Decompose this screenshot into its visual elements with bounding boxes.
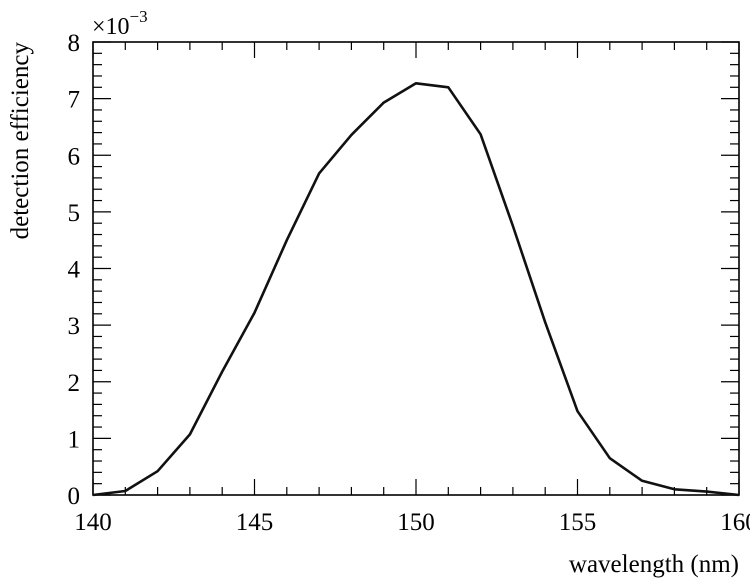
x-tick-label: 145 xyxy=(236,509,274,536)
x-tick-label: 140 xyxy=(74,509,112,536)
y-axis-title: detection efficiency xyxy=(7,42,34,240)
y-tick-label: 8 xyxy=(68,30,81,57)
x-tick-label: 150 xyxy=(397,509,435,536)
y-tick-label: 2 xyxy=(68,370,81,397)
x-tick-label: 160 xyxy=(720,509,750,536)
y-tick-label: 5 xyxy=(68,200,81,227)
x-axis-title: wavelength (nm) xyxy=(569,551,739,578)
series-layer xyxy=(92,82,740,497)
plot-frame xyxy=(92,41,740,496)
efficiency-series-line xyxy=(92,82,740,497)
y-tick-label: 4 xyxy=(68,257,81,284)
axis-ticks xyxy=(92,41,740,496)
y-tick-label: 7 xyxy=(68,87,81,114)
y-tick-label: 3 xyxy=(68,313,81,340)
y-tick-label: 1 xyxy=(68,426,81,453)
tick-labels: 140 145 150 155 160 0 1 2 3 4 5 6 7 8 xyxy=(68,30,750,536)
y-exponent-label: ×10−3 xyxy=(92,7,148,40)
y-tick-label: 0 xyxy=(68,483,81,510)
y-tick-label: 6 xyxy=(68,143,81,170)
x-tick-label: 155 xyxy=(559,509,597,536)
